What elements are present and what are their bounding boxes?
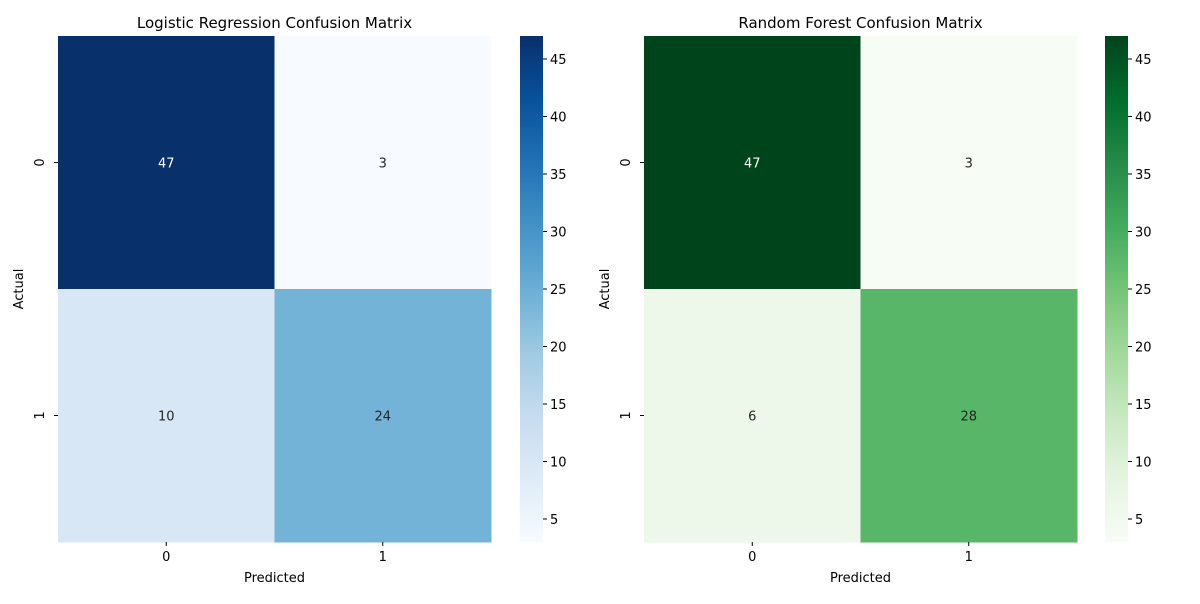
colorbar [1105,36,1128,542]
heatmap-panel-0: Logistic Regression Confusion Matrix 47 3 1… [12,14,567,586]
heatmap-cell [274,36,492,290]
x-tick-label: 1 [379,550,387,565]
heatmap-cell [644,289,861,543]
cell-value-label: 47 [158,157,175,172]
heatmap-cell [644,36,861,290]
y-axis-label: Actual [12,269,27,310]
colorbar-tick-label: 5 [1135,513,1143,528]
x-tick-label: 0 [162,550,170,565]
colorbar-tick-label: 35 [550,168,567,183]
heatmap-cell [274,289,492,543]
heatmap-cell [860,289,1078,543]
colorbar-tick-label: 45 [1135,53,1152,68]
y-tick-label: 1 [619,411,634,419]
colorbar-tick-label: 40 [550,111,567,126]
y-tick-label: 0 [619,158,634,166]
y-tick-label: 0 [33,158,48,166]
colorbar-tick-label: 30 [1135,226,1152,241]
colorbar-tick-label: 15 [550,398,567,413]
colorbar-tick-label: 45 [550,53,567,68]
cell-value-label: 24 [374,410,391,425]
y-axis-label: Actual [598,269,613,310]
x-tick-label: 0 [748,550,756,565]
y-tick-label: 1 [33,411,48,419]
heatmap-cell [58,289,275,543]
colorbar-tick-label: 10 [550,456,567,471]
colorbar-tick-label: 25 [550,283,567,298]
colorbar [520,36,543,542]
colorbar-tick-label: 35 [1135,168,1152,183]
cell-value-label: 3 [965,157,973,172]
x-axis-label: Predicted [244,571,305,586]
chart-title: Random Forest Confusion Matrix [738,14,982,32]
cell-value-label: 10 [158,410,175,425]
colorbar-tick-label: 15 [1135,398,1152,413]
colorbar-tick-label: 30 [550,226,567,241]
cell-value-label: 47 [744,157,761,172]
colorbar-tick-label: 20 [1135,341,1152,356]
cell-value-label: 3 [379,157,387,172]
x-tick-label: 1 [965,550,973,565]
cell-value-label: 6 [748,410,756,425]
heatmap-cell [58,36,275,290]
x-axis-label: Predicted [830,571,891,586]
colorbar-tick-label: 40 [1135,111,1152,126]
colorbar-tick-label: 25 [1135,283,1152,298]
heatmap-cell [860,36,1078,290]
colorbar-tick-label: 10 [1135,456,1152,471]
chart-title: Logistic Regression Confusion Matrix [137,14,412,32]
colorbar-tick-label: 5 [550,513,558,528]
colorbar-tick-label: 20 [550,341,567,356]
cell-value-label: 28 [960,410,977,425]
